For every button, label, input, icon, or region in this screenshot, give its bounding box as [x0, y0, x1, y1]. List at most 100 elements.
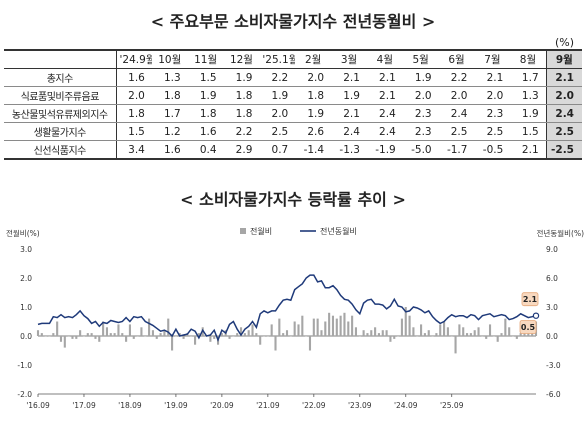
mom-bar	[473, 330, 476, 336]
column-header: 5월	[402, 49, 439, 69]
table-cell: 2.2	[438, 68, 475, 87]
column-header: 3월	[331, 49, 367, 69]
mom-bar	[354, 327, 358, 336]
row-label: 총지수	[4, 68, 117, 87]
table-cell: 2.1	[331, 104, 367, 123]
yoy-last-marker	[532, 312, 540, 319]
mom-bar	[531, 333, 534, 336]
mom-bar	[247, 330, 250, 336]
mom-bar	[270, 324, 273, 336]
table-cell: -1.7	[438, 140, 475, 160]
mom-bar	[404, 307, 407, 336]
x-tick-label: '17.09	[72, 401, 96, 410]
mom-bar	[454, 336, 457, 354]
mom-bar	[328, 312, 331, 336]
table-cell: 2.4	[366, 122, 403, 141]
mom-bar	[343, 312, 346, 336]
mom-bar	[251, 324, 254, 336]
mom-bar	[485, 336, 488, 339]
mom-bar	[347, 321, 350, 336]
chart-title: < 소비자물가지수 등락률 추이 >	[180, 190, 406, 209]
mom-bar	[63, 336, 66, 348]
mom-bar	[324, 321, 327, 336]
mom-bar	[316, 318, 319, 336]
mom-bar	[125, 336, 128, 342]
right-tick-label: 6.0	[546, 274, 558, 283]
mom-bar	[465, 333, 469, 336]
table-cell: 1.5	[187, 68, 224, 87]
column-header: '25.1월	[259, 49, 296, 69]
table-cell: 2.0	[545, 86, 582, 105]
table-corner	[4, 49, 117, 69]
table-header-row: '24.9월 10월 11월 12월 '25.1월 2월 3월 4월 5월 6월 7월 8월 9월	[4, 49, 582, 69]
table-cell: 2.1	[366, 86, 403, 105]
column-header: 7월	[474, 49, 511, 69]
mom-bar	[132, 336, 135, 339]
mom-bar	[102, 321, 105, 336]
mom-bar	[523, 333, 526, 336]
table-cell: 2.6	[295, 122, 332, 141]
mom-bar	[71, 336, 74, 339]
table-cell: 2.3	[402, 122, 439, 141]
left-axis-label: 전월비(%)	[6, 228, 40, 238]
mom-bar	[163, 330, 166, 336]
mom-bar	[439, 324, 442, 336]
mom-bar	[519, 333, 522, 336]
mom-bar	[194, 336, 197, 345]
mom-bar	[469, 333, 472, 336]
mom-bar	[105, 327, 109, 336]
table-row: 생활물가지수 1.5 1.2 1.6 2.2 2.5 2.6 2.4 2.4 2.3 2.5 2.5 1…	[4, 122, 582, 141]
yoy-callout-value: 2.1	[523, 295, 538, 304]
mom-bar	[408, 315, 411, 336]
table-row: 식료품및비주류음료 2.0 1.8 1.9 1.8 1.9 1.8 1.9 2.1 2.0 2.0 2…	[4, 86, 582, 105]
mom-bar	[79, 330, 82, 336]
table-cell: 2.2	[223, 122, 260, 141]
table-row: 총지수 1.6 1.3 1.5 1.9 2.2 2.0 2.1 2.1 1.9 2.2 2.1 1.7 2…	[4, 68, 582, 87]
right-tick-label: 3.0	[546, 303, 558, 312]
mom-bar	[59, 336, 63, 342]
mom-bar	[293, 321, 296, 336]
mom-bar	[109, 333, 112, 336]
left-tick-label: 3.0	[20, 245, 32, 254]
mom-bar	[140, 327, 143, 336]
mom-bar	[113, 333, 116, 336]
mom-bar	[171, 336, 174, 351]
table-cell: 0.7	[259, 140, 296, 160]
right-tick-label: -3.0	[546, 361, 561, 370]
table-cell: 1.9	[295, 104, 332, 123]
cpi-table: '24.9월 10월 11월 12월 '25.1월 2월 3월 4월 5월 6월 7월 8월 9월 총지…	[4, 49, 582, 160]
mom-bar	[377, 333, 380, 336]
column-header: 2월	[295, 49, 332, 69]
mom-bar	[320, 330, 323, 336]
table-unit: (%)	[554, 36, 574, 49]
table-cell: 2.1	[545, 68, 582, 87]
mom-bar	[458, 324, 461, 336]
table-row: 신선식품지수 3.4 1.6 0.4 2.9 0.7 -1.4 -1.3 -1.9 -5.0 -1.…	[4, 140, 582, 160]
table-cell: 3.4	[116, 140, 152, 160]
x-tick-label: '23.09	[348, 401, 372, 410]
table-cell: 1.9	[259, 86, 296, 105]
table-cell: 2.0	[295, 68, 332, 87]
table-title: < 주요부문 소비자물가지수 전년동월비 >	[150, 12, 436, 31]
table-cell: 1.9	[223, 68, 260, 87]
yoy-line	[37, 274, 537, 342]
mom-bar	[301, 315, 304, 336]
table-cell: 2.1	[366, 68, 403, 87]
table-cell: -1.3	[331, 140, 367, 160]
table-cell: 1.8	[187, 104, 224, 123]
mom-bar	[148, 318, 151, 336]
mom-callout-value: 0.5	[521, 323, 536, 332]
mom-bar	[504, 318, 507, 336]
table-cell: 2.4	[438, 104, 475, 123]
mom-bar	[443, 321, 446, 336]
table-cell: 2.4	[366, 104, 403, 123]
mom-bar	[308, 336, 312, 351]
table-cell: 1.8	[116, 104, 152, 123]
mom-bar	[75, 336, 78, 339]
mom-bar	[393, 336, 396, 339]
mom-bar	[370, 330, 373, 336]
table-cell: 1.5	[510, 122, 547, 141]
mom-bar	[335, 318, 338, 336]
mom-bar	[427, 330, 430, 336]
mom-bar	[98, 336, 101, 342]
